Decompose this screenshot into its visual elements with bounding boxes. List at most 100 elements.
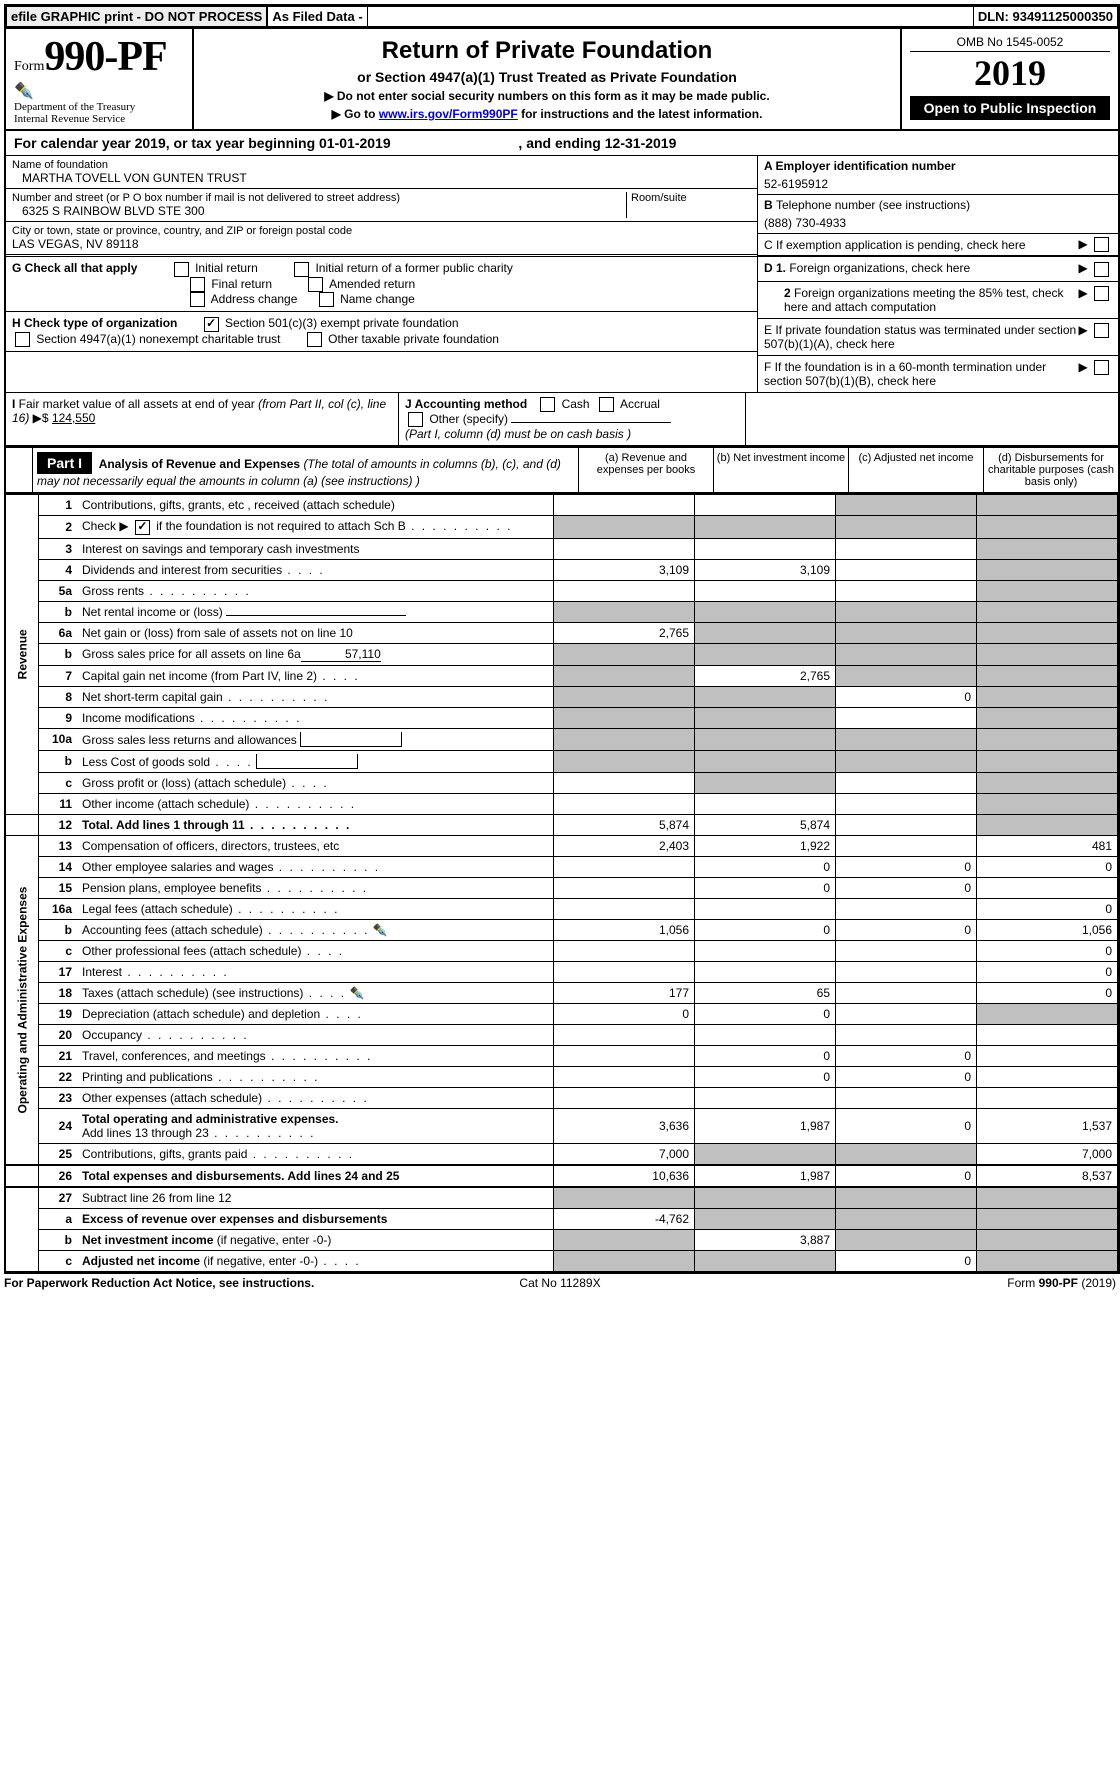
form-subtitle: or Section 4947(a)(1) Trust Treated as P… [202, 69, 892, 85]
ln-5b: b [39, 601, 78, 622]
ln-7: 7 [39, 665, 78, 686]
chk-schb[interactable]: ✓ [135, 520, 150, 535]
g-opt3: Final return [211, 277, 272, 291]
part1-title: Analysis of Revenue and Expenses [99, 457, 304, 471]
ln-12: 12 [39, 814, 78, 835]
line17-text: Interest [77, 961, 554, 982]
col-a-header: (a) Revenue and expenses per books [578, 448, 713, 492]
chk-d1[interactable] [1094, 262, 1109, 277]
l16b-a: 1,056 [554, 919, 695, 940]
chk-name-change[interactable] [319, 292, 334, 307]
ln-5a: 5a [39, 580, 78, 601]
chk-accrual[interactable] [599, 397, 614, 412]
chk-other-taxable[interactable] [307, 332, 322, 347]
ln-27a: a [39, 1208, 78, 1229]
chk-amended[interactable] [308, 277, 323, 292]
chk-initial-return[interactable] [174, 262, 189, 277]
h-label: H Check type of organization [12, 316, 177, 330]
phone-label: B B Telephone number (see instructions)T… [764, 198, 1112, 212]
irs-link[interactable]: www.irs.gov/Form990PF [379, 107, 518, 121]
street-address: 6325 S RAINBOW BLVD STE 300 [12, 204, 626, 218]
chk-other-method[interactable] [408, 412, 423, 427]
ln-6a: 6a [39, 622, 78, 643]
l22-c: 0 [836, 1066, 977, 1087]
l22-b: 0 [695, 1066, 836, 1087]
l26-b: 1,987 [695, 1165, 836, 1187]
h-opt2: Section 4947(a)(1) nonexempt charitable … [36, 332, 280, 346]
chk-4947a1[interactable] [15, 332, 30, 347]
chk-f[interactable] [1094, 360, 1109, 375]
entity-info: Name of foundation MARTHA TOVELL VON GUN… [6, 155, 1118, 256]
g-opt4: Amended return [329, 277, 415, 291]
ln-11: 11 [39, 793, 78, 814]
col-d-header: (d) Disbursements for charitable purpose… [983, 448, 1118, 492]
ein-label: A Employer identification number [764, 159, 1112, 173]
chk-initial-former[interactable] [294, 262, 309, 277]
l15-b: 0 [695, 877, 836, 898]
line7-text: Capital gain net income (from Part IV, l… [77, 665, 554, 686]
chk-d2[interactable] [1094, 286, 1109, 301]
line10b-text: Less Cost of goods sold [77, 750, 554, 772]
l26-c: 0 [836, 1165, 977, 1187]
attachment-icon-2[interactable]: ✒️ [349, 986, 364, 1000]
form-title: Return of Private Foundation [202, 37, 892, 65]
efile-notice: efile GRAPHIC print - DO NOT PROCESS [6, 6, 267, 27]
ln-16b: b [39, 919, 78, 940]
line9-text: Income modifications [77, 707, 554, 728]
ln-20: 20 [39, 1024, 78, 1045]
g-opt2: Initial return of a former public charit… [315, 261, 512, 275]
l12-b: 5,874 [695, 814, 836, 835]
dept-treasury: Department of the Treasury [14, 101, 184, 113]
chk-cash[interactable] [540, 397, 555, 412]
line1-text: Contributions, gifts, grants, etc , rece… [77, 495, 554, 516]
top-bar: efile GRAPHIC print - DO NOT PROCESS As … [6, 6, 1118, 27]
l25-a: 7,000 [554, 1143, 695, 1165]
ssn-warning: ▶ Do not enter social security numbers o… [202, 89, 892, 103]
l6a-a: 2,765 [554, 622, 695, 643]
h-opt3: Other taxable private foundation [328, 332, 499, 346]
revenue-label-vertical: Revenue [6, 495, 39, 814]
line21-text: Travel, conferences, and meetings [77, 1045, 554, 1066]
g-opt5: Address change [211, 292, 298, 306]
exemption-checkbox[interactable] [1094, 237, 1109, 252]
ln-16a: 16a [39, 898, 78, 919]
l24-a: 3,636 [554, 1108, 695, 1143]
l18-b: 65 [695, 982, 836, 1003]
chk-final-return[interactable] [190, 277, 205, 292]
col-b-header: (b) Net investment income [713, 448, 848, 492]
open-to-public: Open to Public Inspection [910, 96, 1110, 120]
l16b-c: 0 [836, 919, 977, 940]
chk-address-change[interactable] [190, 292, 205, 307]
ln-14: 14 [39, 856, 78, 877]
form-ref: Form 990-PF (2019) [745, 1276, 1116, 1290]
attachment-icon[interactable]: ✒️ [373, 923, 388, 937]
l14-c: 0 [836, 856, 977, 877]
phone-value: (888) 730-4933 [764, 212, 1112, 230]
g-opt1: Initial return [195, 261, 258, 275]
chk-e[interactable] [1094, 323, 1109, 338]
ln-26: 26 [39, 1165, 78, 1187]
l13-d: 481 [977, 835, 1118, 856]
line10c-text: Gross profit or (loss) (attach schedule) [77, 772, 554, 793]
col-c-header: (c) Adjusted net income [848, 448, 983, 492]
top-spacer [368, 6, 973, 27]
part1-header-row: Part I Analysis of Revenue and Expenses … [6, 446, 1118, 494]
l26-d: 8,537 [977, 1165, 1118, 1187]
tax-year: 2019 [910, 52, 1110, 94]
line13-text: Compensation of officers, directors, tru… [77, 835, 554, 856]
line23-text: Other expenses (attach schedule) [77, 1087, 554, 1108]
l21-c: 0 [836, 1045, 977, 1066]
cat-number: Cat No 11289X [375, 1276, 746, 1290]
paperwork-notice: For Paperwork Reduction Act Notice, see … [4, 1276, 375, 1290]
fmv-value: 124,550 [52, 411, 95, 425]
chk-501c3[interactable]: ✓ [204, 317, 219, 332]
omb-number: OMB No 1545-0052 [910, 33, 1110, 52]
j-cash: Cash [562, 397, 590, 411]
ln-13: 13 [39, 835, 78, 856]
l7-b: 2,765 [695, 665, 836, 686]
line15-text: Pension plans, employee benefits [77, 877, 554, 898]
ln-27b: b [39, 1229, 78, 1250]
line10a-text: Gross sales less returns and allowances [77, 728, 554, 750]
l24-d: 1,537 [977, 1108, 1118, 1143]
line8-text: Net short-term capital gain [77, 686, 554, 707]
